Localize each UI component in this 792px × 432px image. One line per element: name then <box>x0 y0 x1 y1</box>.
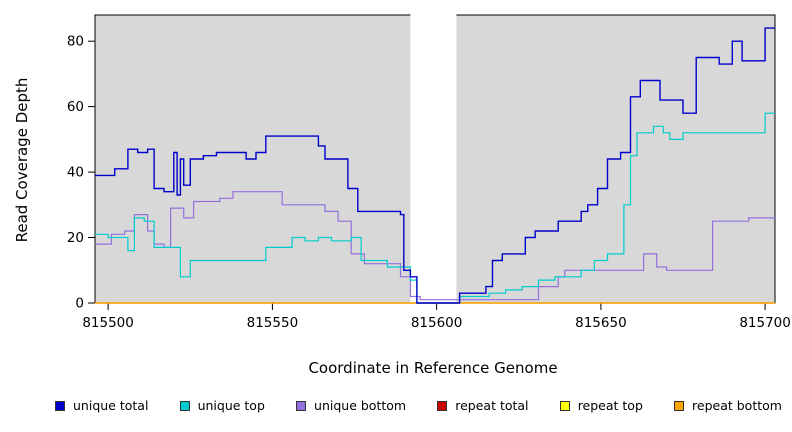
y-tick-label: 60 <box>67 99 84 115</box>
legend-swatch-icon <box>559 400 570 411</box>
y-tick-label: 40 <box>67 165 84 181</box>
legend-item-repeat-bottom: repeat bottom <box>674 398 782 413</box>
legend-swatch-icon <box>179 400 190 411</box>
legend-item-unique-total: unique total <box>55 398 148 413</box>
legend-label: repeat total <box>455 398 529 413</box>
legend-label: unique bottom <box>314 398 407 413</box>
coverage-gap-region <box>410 9 457 303</box>
x-tick-label: 815550 <box>247 315 299 331</box>
legend-item-repeat-top: repeat top <box>559 398 643 413</box>
y-tick-label: 20 <box>67 230 84 246</box>
axis-ticks <box>88 40 766 310</box>
y-tick-label: 0 <box>75 296 84 312</box>
legend-swatch-icon <box>296 400 307 411</box>
y-tick-label: 80 <box>67 34 84 50</box>
legend-swatch-icon <box>437 400 448 411</box>
legend-swatch-icon <box>55 400 65 411</box>
legend-label: unique top <box>197 398 265 413</box>
legend-label: unique total <box>73 398 149 413</box>
x-tick-label: 815700 <box>739 315 791 331</box>
x-axis-title: Coordinate in Reference Genome <box>308 359 558 377</box>
x-tick-label: 815650 <box>575 315 627 331</box>
x-tick-label: 815500 <box>82 315 134 331</box>
legend: unique total unique top unique bottom repea… <box>0 398 792 413</box>
legend-item-repeat-total: repeat total <box>437 398 529 413</box>
y-axis-title: Read Coverage Depth <box>13 77 31 243</box>
legend-label: repeat bottom <box>692 398 782 413</box>
x-tick-label: 815600 <box>411 315 463 331</box>
legend-item-unique-top: unique top <box>179 398 265 413</box>
tick-labels: 0 20 40 60 80 815500 815550 815600 815650 815700 <box>67 34 791 331</box>
legend-item-unique-bottom: unique bottom <box>296 398 406 413</box>
legend-label: repeat top <box>577 398 643 413</box>
series-unique-total <box>95 27 775 304</box>
legend-swatch-icon <box>674 400 685 411</box>
